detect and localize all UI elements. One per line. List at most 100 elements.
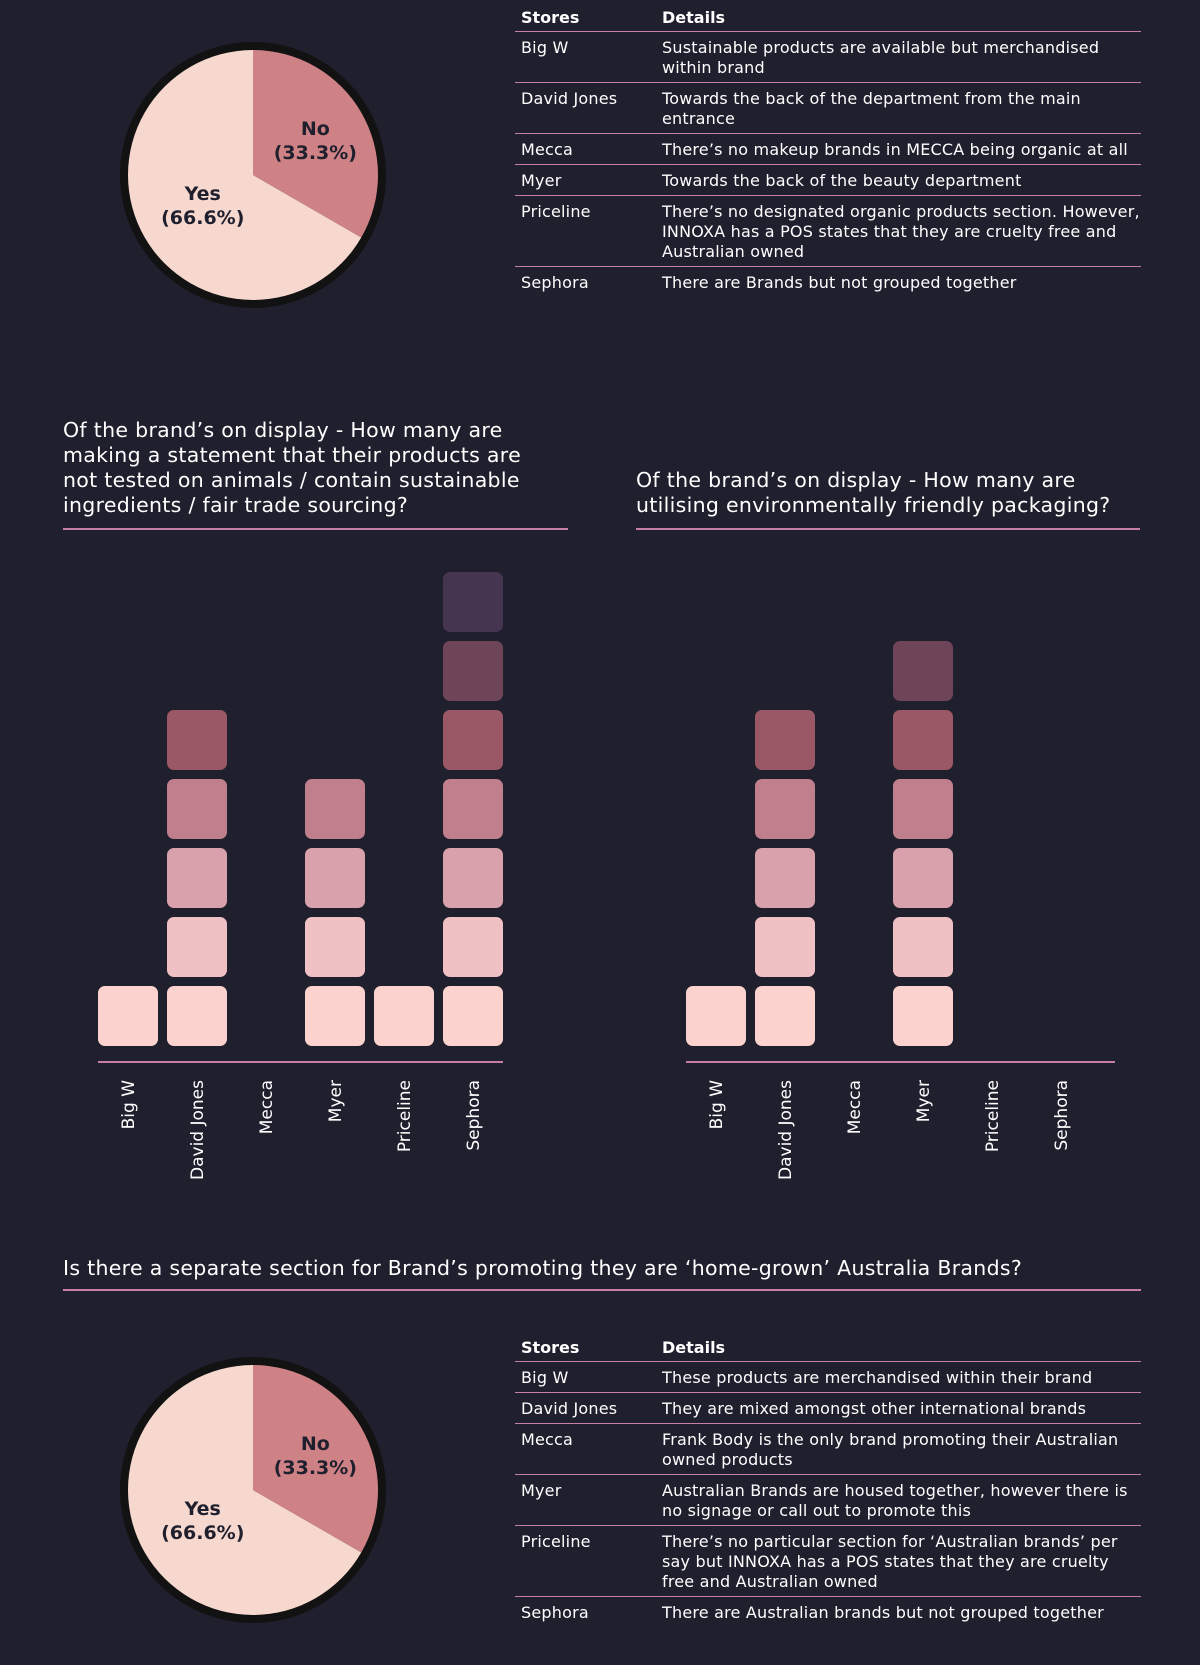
x-tick-label: Priceline [395, 1080, 415, 1152]
pie-pct-no: (33.3%) [274, 1457, 357, 1479]
table-row: Big W These products are merchandised wi… [515, 1362, 1141, 1393]
x-tick-label: Sephora [464, 1080, 484, 1151]
store-details: Towards the back of the beauty departmen… [662, 171, 1022, 190]
bar-tile-myer [893, 710, 953, 770]
store-name: David Jones [521, 89, 618, 108]
store-name: Priceline [521, 1532, 591, 1551]
table-row: David Jones They are mixed amongst other… [515, 1393, 1141, 1424]
stores-table-top: Stores Details Big W Sustainable product… [515, 8, 1141, 297]
pie-label-no: No [301, 118, 330, 140]
pie-pct-yes: (66.6%) [161, 1522, 244, 1544]
header-details: Details [662, 1338, 726, 1357]
bar-tile-myer [305, 779, 365, 839]
bar-tile-big-w [686, 986, 746, 1046]
bar-tile-priceline [374, 986, 434, 1046]
pie-slice-no [253, 50, 378, 238]
table-row: Mecca There’s no makeup brands in MECCA … [515, 134, 1141, 165]
pie-label-yes: Yes [184, 1498, 221, 1520]
bar-tile-big-w [98, 986, 158, 1046]
bar-tile-david-jones [755, 986, 815, 1046]
pie-chart-top: No (33.3%) Yes (66.6%) [118, 40, 388, 310]
stores-table-bottom: Stores Details Big W These products are … [515, 1338, 1141, 1627]
question-packaging: Of the brand’s on display - How many are… [636, 468, 1111, 517]
bar-tile-david-jones [755, 779, 815, 839]
pie-slice-no [253, 1365, 378, 1553]
pie-chart-bottom-svg: No(33.3%) Yes(66.6%) [120, 1357, 386, 1623]
pie-slice-yes [128, 50, 362, 300]
bar-tile-myer [893, 779, 953, 839]
bar-tile-david-jones [167, 848, 227, 908]
x-tick-label: Big W [707, 1080, 727, 1130]
store-details: They are mixed amongst other internation… [662, 1399, 1087, 1418]
x-tick-label: Big W [119, 1080, 139, 1130]
bar-tile-david-jones [755, 917, 815, 977]
store-details: Frank Body is the only brand promoting t… [662, 1430, 1119, 1469]
pie-pct-yes: (66.6%) [161, 207, 244, 229]
x-tick-label: Priceline [983, 1080, 1003, 1152]
store-name: Myer [521, 1481, 562, 1500]
store-details: These products are merchandised within t… [662, 1368, 1093, 1387]
bar-tile-sephora [443, 986, 503, 1046]
bar-tile-myer [305, 917, 365, 977]
store-name: Sephora [521, 273, 589, 292]
table-header: Stores Details [515, 1338, 1141, 1362]
store-details: Australian Brands are housed together, h… [662, 1481, 1128, 1520]
table-row: Priceline There’s no designated organic … [515, 196, 1141, 267]
header-details: Details [662, 8, 726, 27]
question-ingredients-rule [63, 528, 568, 530]
store-name: Mecca [521, 140, 574, 159]
x-tick-label: Myer [914, 1080, 934, 1122]
bar-tile-david-jones [167, 917, 227, 977]
table-row: David Jones Towards the back of the depa… [515, 83, 1141, 134]
table-row: Myer Towards the back of the beauty depa… [515, 165, 1141, 196]
store-details: There’s no designated organic products s… [662, 202, 1140, 261]
pie-chart-bottom: No (33.3%) Yes (66.6%) [118, 1355, 388, 1625]
store-name: Priceline [521, 202, 591, 221]
bar-tile-myer [893, 641, 953, 701]
store-name: David Jones [521, 1399, 618, 1418]
question-home-grown-rule [63, 1289, 1141, 1291]
pie-chart-top-svg: No(33.3%) Yes(66.6%) [120, 42, 386, 308]
bar-tile-sephora [443, 572, 503, 632]
header-stores: Stores [521, 8, 580, 27]
store-name: Mecca [521, 1430, 574, 1449]
table-row: Sephora There are Brands but not grouped… [515, 267, 1141, 297]
question-home-grown: Is there a separate section for Brand’s … [63, 1256, 1023, 1280]
x-tick-label: David Jones [776, 1080, 796, 1180]
bar-chart-ingredients: Big W David Jones Mecca Myer Priceline Sephor… [98, 572, 503, 1180]
table-row: Sephora There are Australian brands but … [515, 1597, 1141, 1627]
bar-tile-david-jones [167, 710, 227, 770]
table-header: Stores Details [515, 8, 1141, 32]
store-details: Towards the back of the department from … [662, 89, 1081, 128]
pie-pct-no: (33.3%) [274, 142, 357, 164]
bar-tile-myer [893, 917, 953, 977]
table-row: Myer Australian Brands are housed togeth… [515, 1475, 1141, 1526]
store-details: There’s no makeup brands in MECCA being … [662, 140, 1128, 159]
bar-tile-sephora [443, 641, 503, 701]
store-details: There’s no particular section for ‘Austr… [662, 1532, 1118, 1591]
x-tick-label: Sephora [1052, 1080, 1072, 1151]
table-row: Priceline There’s no particular section … [515, 1526, 1141, 1597]
question-ingredients: Of the brand’s on display - How many are… [63, 418, 521, 517]
x-tick-label: David Jones [188, 1080, 208, 1180]
table-row: Big W Sustainable products are available… [515, 32, 1141, 83]
store-details: There are Brands but not grouped togethe… [662, 273, 1017, 292]
bar-tile-sephora [443, 848, 503, 908]
bar-tile-myer [305, 848, 365, 908]
store-name: Sephora [521, 1603, 589, 1622]
bar-tile-david-jones [755, 710, 815, 770]
question-packaging-rule [636, 528, 1140, 530]
store-details: Sustainable products are available but m… [662, 38, 1100, 77]
store-name: Myer [521, 171, 562, 190]
bar-chart-packaging: Big W David Jones Mecca Myer Priceline Sephor… [686, 641, 1115, 1180]
store-name: Big W [521, 1368, 569, 1387]
x-tick-label: Mecca [257, 1080, 277, 1134]
bar-tile-sephora [443, 917, 503, 977]
pie-slice-yes [128, 1365, 362, 1615]
table-row: Mecca Frank Body is the only brand promo… [515, 1424, 1141, 1475]
x-tick-label: Myer [326, 1080, 346, 1122]
bar-tile-david-jones [167, 779, 227, 839]
header-stores: Stores [521, 1338, 580, 1357]
store-name: Big W [521, 38, 569, 57]
bar-tile-david-jones [755, 848, 815, 908]
